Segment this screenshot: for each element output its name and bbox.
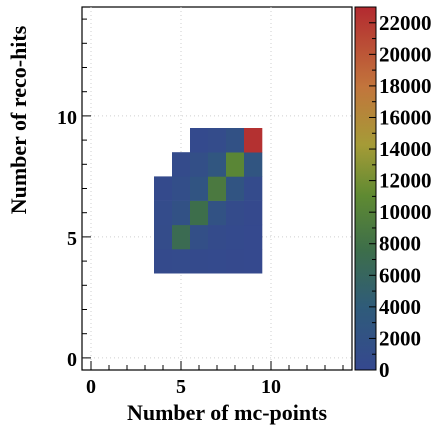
heatmap-cell-7-5 (208, 224, 227, 250)
y-tick-label-5: 5 (67, 228, 77, 250)
heatmap-cell-8-4 (226, 249, 245, 274)
heatmap-cell-4-6 (154, 200, 173, 226)
heatmap-cell-9-8 (244, 152, 263, 177)
heatmap-cell-7-7 (208, 176, 227, 201)
heatmap-cell-8-6 (226, 200, 245, 226)
heatmap-cell-5-6 (172, 200, 191, 226)
colorbar-label-12000: 12000 (379, 169, 432, 193)
heatmap-cell-8-5 (226, 224, 245, 250)
heatmap-cell-9-4 (244, 249, 263, 274)
colorbar-labels: 0 2000 4000 6000 8000 10000 12000 14000 16000 180… (379, 11, 432, 382)
heatmap-cell-7-8 (208, 152, 227, 177)
heatmap-cell-5-8 (172, 152, 191, 177)
plot-area (81, 6, 353, 371)
x-tick-label-5: 5 (176, 376, 186, 398)
x-tick-label-10: 10 (261, 376, 281, 398)
x-tick-labels: 0 5 10 (86, 376, 281, 398)
heatmap-cell-4-4 (154, 249, 173, 274)
heatmap-cell-6-8 (190, 152, 209, 177)
heatmap-cell-7-9 (208, 128, 227, 153)
x-tick-label-0: 0 (86, 376, 96, 398)
axis-ticks (82, 18, 344, 370)
heatmap-cell-9-6 (244, 200, 263, 226)
colorbar-label-10000: 10000 (379, 200, 432, 224)
heatmap-cell-6-9 (190, 128, 209, 153)
y-tick-label-0: 0 (67, 349, 77, 371)
heatmap-cell-9-5 (244, 224, 263, 250)
colorbar-label-8000: 8000 (379, 232, 421, 256)
grid-lines (82, 7, 352, 370)
colorbar-gradient (354, 6, 377, 371)
colorbar: 0 2000 4000 6000 8000 10000 12000 14000 16000 180… (354, 6, 432, 382)
y-tick-label-10: 10 (57, 107, 77, 129)
heatmap-cell-6-6 (190, 200, 209, 226)
heatmap-cell-8-7 (226, 176, 245, 201)
heatmap-cell-5-5 (172, 224, 191, 250)
heatmap-cell-9-9 (244, 128, 263, 153)
colorbar-label-2000: 2000 (379, 326, 421, 350)
colorbar-label-16000: 16000 (379, 105, 432, 129)
heatmap-cell-7-4 (208, 249, 227, 274)
heatmap-cells (154, 128, 263, 274)
heatmap-cell-6-7 (190, 176, 209, 201)
colorbar-label-0: 0 (379, 358, 390, 382)
heatmap-cell-4-5 (154, 224, 173, 250)
y-axis-title: Number of reco-hits (6, 25, 31, 214)
x-axis-title: Number of mc-points (127, 400, 327, 425)
colorbar-label-4000: 4000 (379, 295, 421, 319)
colorbar-ticks (369, 22, 376, 371)
y-tick-labels: 0 5 10 (57, 107, 77, 371)
colorbar-label-20000: 20000 (379, 42, 432, 66)
heatmap-cell-6-5 (190, 224, 209, 250)
heatmap-cell-8-8 (226, 152, 245, 177)
heatmap-cell-4-7 (154, 176, 173, 201)
colorbar-label-22000: 22000 (379, 11, 432, 35)
heatmap-cell-5-7 (172, 176, 191, 201)
heatmap-cell-9-7 (244, 176, 263, 201)
heatmap-cell-6-4 (190, 249, 209, 274)
colorbar-label-18000: 18000 (379, 74, 432, 98)
heatmap-cell-8-9 (226, 128, 245, 153)
colorbar-label-14000: 14000 (379, 137, 432, 161)
heatmap-cell-5-4 (172, 249, 191, 274)
colorbar-label-6000: 6000 (379, 263, 421, 287)
heatmap-cell-7-6 (208, 200, 227, 226)
